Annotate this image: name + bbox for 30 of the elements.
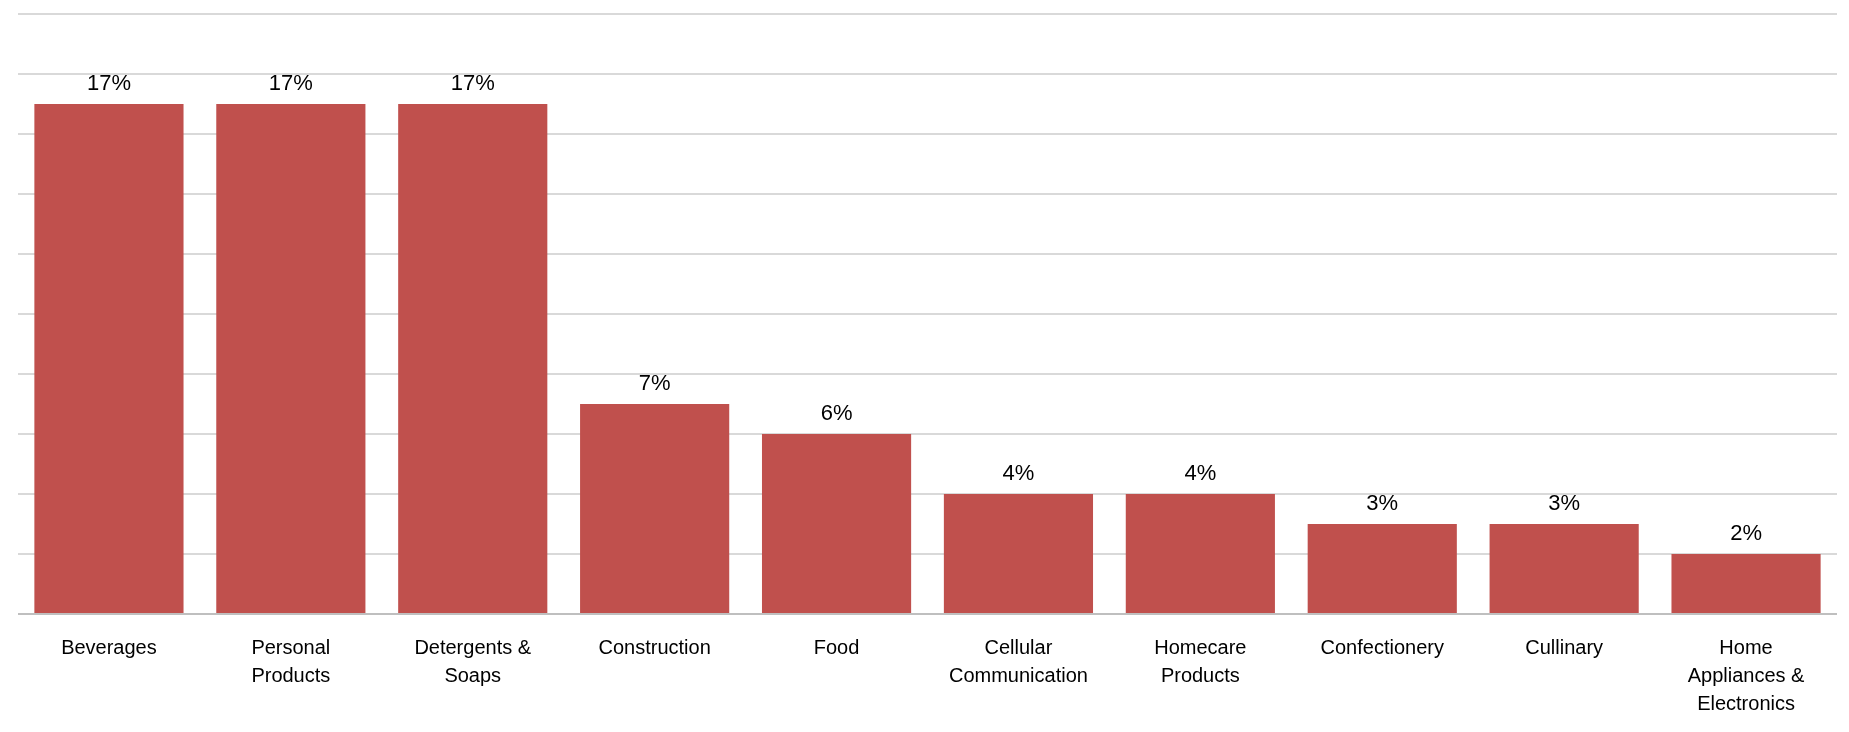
data-label: 2% (1730, 520, 1762, 545)
bar (1125, 494, 1275, 614)
bar (34, 104, 184, 614)
data-label: 7% (638, 370, 671, 395)
bar (761, 434, 912, 614)
data-label: 6% (820, 400, 853, 425)
x-tick-label: Detergents & Soaps (414, 636, 532, 686)
x-tick-label: Home Appliances & Electronics (1687, 636, 1806, 714)
data-label: 3% (1548, 490, 1581, 515)
x-tick-label: Beverages (61, 636, 157, 658)
x-tick-label: Construction (598, 636, 711, 658)
data-label: 17% (450, 70, 495, 95)
data-label: 4% (1184, 460, 1217, 485)
bar (216, 104, 366, 614)
bar (580, 404, 730, 614)
data-label: 17% (268, 70, 313, 95)
data-label: 17% (86, 70, 131, 95)
bar (943, 494, 1094, 614)
data-label: 4% (1002, 460, 1035, 485)
x-tick-label: Homecare Products (1154, 636, 1247, 686)
x-tick-label: Food (813, 636, 860, 658)
x-tick-label: Cullinary (1525, 636, 1604, 658)
x-tick-label: Personal Products (251, 636, 331, 686)
bar (398, 104, 548, 614)
data-label: 3% (1366, 490, 1399, 515)
bar (1671, 554, 1821, 614)
x-tick-label: Confectionery (1320, 636, 1444, 658)
bar (1307, 524, 1457, 614)
x-tick-label: Cellular Communication (948, 636, 1088, 686)
bar (1489, 524, 1639, 614)
